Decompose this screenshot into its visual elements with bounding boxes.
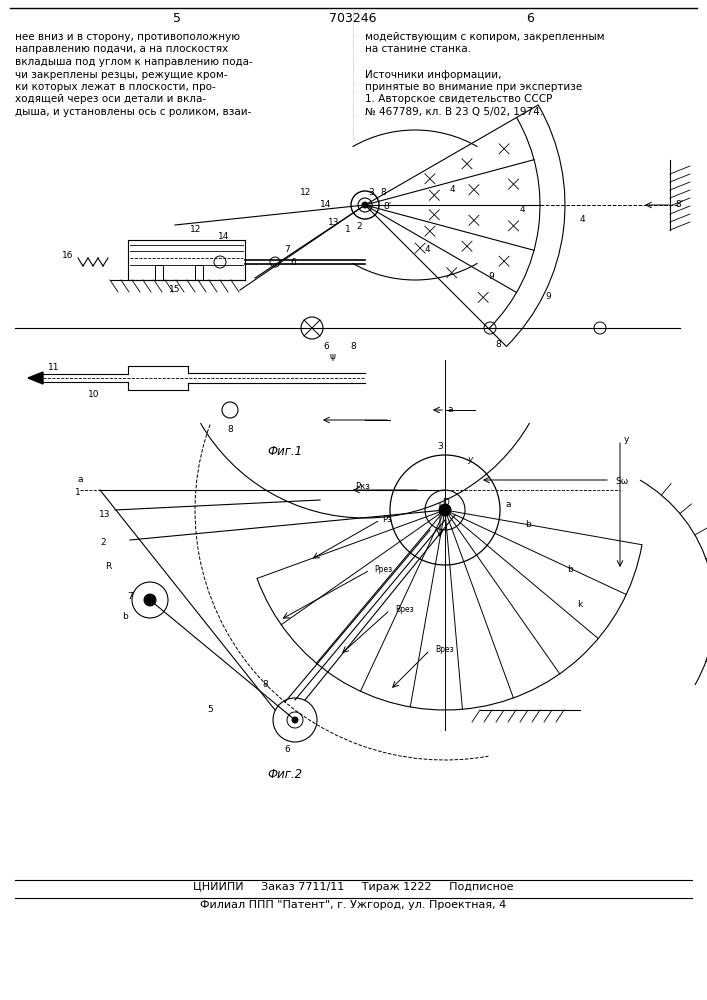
Circle shape xyxy=(292,717,298,723)
Text: вкладыша под углом к направлению пода-: вкладыша под углом к направлению пода- xyxy=(15,57,252,67)
Text: ки которых лежат в плоскости, про-: ки которых лежат в плоскости, про- xyxy=(15,82,216,92)
Text: 14: 14 xyxy=(320,200,332,209)
Text: 7: 7 xyxy=(284,245,290,254)
Text: Фиг.2: Фиг.2 xyxy=(267,768,303,781)
Text: a: a xyxy=(506,500,510,509)
Text: 5: 5 xyxy=(207,705,213,714)
Polygon shape xyxy=(28,372,43,384)
Text: ЦНИИПИ     Заказ 7711/11     Тираж 1222     Подписное: ЦНИИПИ Заказ 7711/11 Тираж 1222 Подписно… xyxy=(193,882,513,892)
Text: Pрез: Pрез xyxy=(374,565,392,574)
Text: Bрез: Bрез xyxy=(435,645,454,654)
Text: дыша, и установлены ось с роликом, взаи-: дыша, и установлены ось с роликом, взаи- xyxy=(15,107,252,117)
Text: 12: 12 xyxy=(300,188,311,197)
Text: ψ: ψ xyxy=(330,352,336,361)
Text: 4: 4 xyxy=(580,215,585,224)
Text: 5: 5 xyxy=(173,12,181,25)
Text: Pкз: Pкз xyxy=(355,482,370,491)
Text: Источники информации,: Источники информации, xyxy=(365,70,501,80)
Text: R: R xyxy=(105,562,111,571)
Text: 8: 8 xyxy=(350,342,356,351)
Text: y: y xyxy=(467,455,473,464)
Text: a: a xyxy=(448,405,453,414)
Text: 6: 6 xyxy=(290,258,296,267)
Text: 8: 8 xyxy=(262,680,268,689)
Text: y: y xyxy=(624,435,629,444)
Text: ходящей через оси детали и вкла-: ходящей через оси детали и вкла- xyxy=(15,95,206,104)
Bar xyxy=(155,265,163,280)
Text: Bрез: Bрез xyxy=(395,605,414,614)
Text: 1: 1 xyxy=(345,225,351,234)
Circle shape xyxy=(362,202,368,208)
Text: на станине станка.: на станине станка. xyxy=(365,44,471,54)
Text: a: a xyxy=(77,475,83,484)
Text: 10: 10 xyxy=(88,390,100,399)
Circle shape xyxy=(144,594,156,606)
Text: 8': 8' xyxy=(383,202,391,211)
Text: чи закреплены резцы, режущие кром-: чи закреплены резцы, режущие кром- xyxy=(15,70,228,80)
Text: 6: 6 xyxy=(284,745,290,754)
Text: k: k xyxy=(578,600,583,609)
Text: 1: 1 xyxy=(75,488,81,497)
Text: 12: 12 xyxy=(190,225,201,234)
Text: 9: 9 xyxy=(488,272,493,281)
Text: 4: 4 xyxy=(520,205,525,214)
Text: 11: 11 xyxy=(48,363,59,372)
Text: 3: 3 xyxy=(437,442,443,451)
Text: 14: 14 xyxy=(218,232,229,241)
Text: 8: 8 xyxy=(495,340,501,349)
Text: 2: 2 xyxy=(100,538,106,547)
Text: 9: 9 xyxy=(545,292,551,301)
Text: D: D xyxy=(442,498,449,507)
Text: принятые во внимание при экспертизе: принятые во внимание при экспертизе xyxy=(365,82,583,92)
Text: 13: 13 xyxy=(99,510,111,519)
Text: направлению подачи, а на плоскостях: направлению подачи, а на плоскостях xyxy=(15,44,228,54)
Text: 4: 4 xyxy=(450,185,455,194)
Text: модействующим с копиром, закрепленным: модействующим с копиром, закрепленным xyxy=(365,32,604,42)
Text: 4: 4 xyxy=(425,245,431,254)
Text: b: b xyxy=(567,565,573,574)
Bar xyxy=(195,265,203,280)
Text: 6: 6 xyxy=(323,342,329,351)
Text: 6: 6 xyxy=(526,12,534,25)
Text: 2: 2 xyxy=(356,222,361,231)
Text: 3: 3 xyxy=(368,188,374,197)
Text: b: b xyxy=(122,612,128,621)
Text: 7: 7 xyxy=(127,592,133,601)
Text: 703246: 703246 xyxy=(329,12,377,25)
Text: Pз: Pз xyxy=(382,515,392,524)
Text: нее вниз и в сторону, противоположную: нее вниз и в сторону, противоположную xyxy=(15,32,240,42)
Text: 8': 8' xyxy=(675,200,683,209)
Text: b: b xyxy=(525,520,531,529)
Text: 16: 16 xyxy=(62,250,74,259)
Circle shape xyxy=(439,504,451,516)
Text: 13: 13 xyxy=(328,218,339,227)
Text: № 467789, кл. В 23 Q 5/02, 1974.: № 467789, кл. В 23 Q 5/02, 1974. xyxy=(365,107,543,117)
Text: 15: 15 xyxy=(169,285,181,294)
Text: Sω: Sω xyxy=(615,477,629,486)
Text: 1. Авторское свидетельство СССР: 1. Авторское свидетельство СССР xyxy=(365,95,552,104)
Text: 8: 8 xyxy=(227,425,233,434)
Text: Филиал ППП "Патент", г. Ужгород, ул. Проектная, 4: Филиал ППП "Патент", г. Ужгород, ул. Про… xyxy=(200,900,506,910)
Text: Фиг.1: Фиг.1 xyxy=(267,445,303,458)
Text: 8: 8 xyxy=(380,188,386,197)
